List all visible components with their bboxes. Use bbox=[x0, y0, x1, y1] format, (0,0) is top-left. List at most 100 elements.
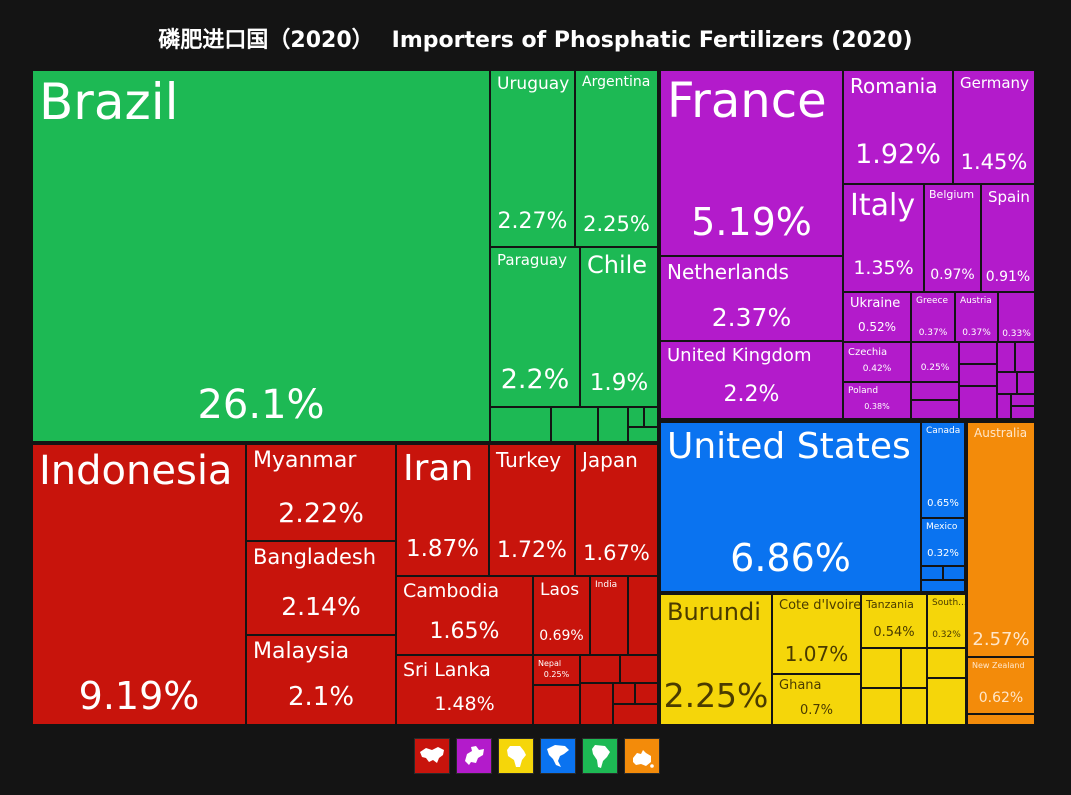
treemap-minor-cell bbox=[943, 566, 965, 580]
treemap-cell-japan: Japan 1.67% bbox=[575, 444, 658, 576]
treemap-minor-cell bbox=[861, 688, 901, 725]
treemap-minor-cell bbox=[861, 648, 901, 688]
legend-europe[interactable] bbox=[456, 738, 492, 774]
treemap-minor-cell bbox=[620, 655, 658, 683]
treemap-minor-cell bbox=[628, 576, 658, 655]
region-legend bbox=[414, 738, 660, 774]
treemap-minor-cell bbox=[921, 580, 965, 592]
cell-name-united-states: United States bbox=[667, 426, 911, 467]
cell-value-sri-lanka: 1.48% bbox=[434, 693, 495, 715]
treemap-cell-ukraine: Ukraine 0.52% bbox=[843, 292, 911, 342]
treemap-cell-bangladesh: Bangladesh 2.14% bbox=[246, 541, 396, 635]
cell-value-japan: 1.67% bbox=[583, 541, 650, 565]
legend-oceania[interactable] bbox=[624, 738, 660, 774]
treemap-minor-cell bbox=[997, 394, 1011, 419]
legend-africa[interactable] bbox=[498, 738, 534, 774]
treemap-minor-cell bbox=[1017, 372, 1035, 394]
treemap-cell-ghana: Ghana 0.7% bbox=[772, 674, 861, 725]
treemap-minor-cell bbox=[927, 648, 966, 678]
cell-name-canada: Canada bbox=[926, 426, 961, 436]
treemap-minor-cell bbox=[911, 382, 959, 400]
cell-name-france: France bbox=[667, 73, 827, 129]
treemap-minor-cell bbox=[967, 714, 1035, 725]
treemap-cell-cambodia: Cambodia 1.65% bbox=[396, 576, 533, 655]
cell-value-canada: 0.65% bbox=[927, 498, 959, 509]
cell-name-germany: Germany bbox=[960, 74, 1029, 92]
chart-title-cn: 磷肥进口国（2020） bbox=[158, 28, 374, 53]
cell-value-brazil: 26.1% bbox=[197, 382, 325, 428]
cell-value-iran: 1.87% bbox=[405, 536, 480, 562]
cell-name-spain: Spain bbox=[988, 188, 1030, 206]
treemap-cell-nepal: Nepal 0.25% bbox=[533, 655, 580, 685]
cell-name-united-kingdom: United Kingdom bbox=[667, 345, 812, 366]
cell-name-japan: Japan bbox=[582, 448, 638, 472]
asia-map-icon bbox=[420, 747, 444, 763]
chart-title-en: Importers of Phosphatic Fertilizers (202… bbox=[391, 28, 913, 53]
treemap-minor-cell bbox=[921, 566, 943, 580]
cell-name-myanmar: Myanmar bbox=[253, 448, 357, 473]
cell-name-new-zealand: New Zealand bbox=[972, 661, 1025, 670]
cell-name-bangladesh: Bangladesh bbox=[253, 545, 377, 569]
treemap-minor-cell bbox=[927, 678, 966, 725]
cell-name-burundi: Burundi bbox=[667, 598, 761, 626]
cell-name-argentina: Argentina bbox=[582, 74, 651, 90]
treemap-cell-unnamed-16: 0.33% bbox=[998, 292, 1035, 342]
treemap-cell-czechia: Czechia 0.42% bbox=[843, 342, 911, 382]
treemap-cell-brazil: Brazil 26.1% bbox=[32, 70, 490, 442]
chart-title: 磷肥进口国（2020） Importers of Phosphatic Ferti… bbox=[0, 22, 1071, 54]
cell-value-nepal: 0.25% bbox=[543, 670, 570, 679]
cell-name-australia: Australia bbox=[974, 426, 1028, 440]
cell-value-ghana: 0.7% bbox=[799, 703, 834, 718]
cell-name-laos: Laos bbox=[540, 580, 580, 600]
treemap-cell-south: South... 0.32% bbox=[927, 594, 966, 648]
treemap-cell-burundi: Burundi 2.25% bbox=[660, 594, 772, 725]
legend-asia[interactable] bbox=[414, 738, 450, 774]
treemap-cell-australia: Australia 2.57% bbox=[967, 422, 1035, 657]
legend-north-america[interactable] bbox=[540, 738, 576, 774]
cell-value-germany: 1.45% bbox=[960, 150, 1028, 174]
treemap-cell-argentina: Argentina 2.25% bbox=[575, 70, 658, 247]
treemap-cell-laos: Laos 0.69% bbox=[533, 576, 590, 655]
cell-value-unnamed-16: 0.33% bbox=[1002, 329, 1031, 339]
legend-south-america[interactable] bbox=[582, 738, 618, 774]
cell-name-india: India bbox=[595, 580, 618, 590]
cell-name-nepal: Nepal bbox=[538, 659, 562, 668]
cell-value-turkey: 1.72% bbox=[497, 538, 567, 563]
africa-map-icon bbox=[507, 746, 526, 767]
cell-value-chile: 1.9% bbox=[589, 370, 649, 396]
treemap-minor-cell bbox=[628, 427, 658, 442]
treemap-cell-new-zealand: New Zealand 0.62% bbox=[967, 657, 1035, 714]
treemap-cell-mexico: Mexico 0.32% bbox=[921, 518, 965, 566]
oceania-map-icon bbox=[633, 750, 654, 768]
cell-name-romania: Romania bbox=[850, 74, 938, 98]
treemap-minor-cell bbox=[911, 400, 959, 419]
treemap-cell-belgium: Belgium 0.97% bbox=[924, 184, 981, 292]
cell-name-netherlands: Netherlands bbox=[667, 260, 789, 284]
cell-name-south: South... bbox=[932, 598, 966, 608]
cell-name-indonesia: Indonesia bbox=[39, 448, 233, 494]
treemap-cell-netherlands: Netherlands 2.37% bbox=[660, 256, 843, 341]
cell-name-paraguay: Paraguay bbox=[497, 251, 568, 269]
treemap-cell-sri-lanka: Sri Lanka 1.48% bbox=[396, 655, 533, 725]
treemap-cell-canada: Canada 0.65% bbox=[921, 422, 965, 518]
cell-value-netherlands: 2.37% bbox=[711, 303, 792, 332]
treemap-minor-cell bbox=[901, 688, 927, 725]
cell-value-uruguay: 2.27% bbox=[497, 209, 568, 234]
treemap-cell-france: France 5.19% bbox=[660, 70, 843, 256]
cell-name-turkey: Turkey bbox=[496, 448, 562, 472]
treemap-minor-cell bbox=[901, 648, 927, 688]
cell-value-united-kingdom: 2.2% bbox=[723, 382, 780, 407]
treemap-minor-cell bbox=[613, 704, 658, 725]
treemap-cell-indonesia: Indonesia 9.19% bbox=[32, 444, 246, 725]
cell-value-italy: 1.35% bbox=[853, 257, 914, 279]
treemap-minor-cell bbox=[997, 342, 1015, 372]
treemap-minor-cell bbox=[959, 386, 997, 419]
cell-value-romania: 1.92% bbox=[855, 139, 941, 170]
treemap-minor-cell bbox=[598, 407, 628, 442]
cell-value-indonesia: 9.19% bbox=[78, 674, 200, 718]
treemap-cell-greece: Greece 0.37% bbox=[911, 292, 955, 342]
cell-value-mexico: 0.32% bbox=[927, 548, 959, 559]
treemap-cell-cote-d-ivoire: Cote d'Ivoire 1.07% bbox=[772, 594, 861, 674]
cell-value-paraguay: 2.2% bbox=[500, 364, 570, 395]
